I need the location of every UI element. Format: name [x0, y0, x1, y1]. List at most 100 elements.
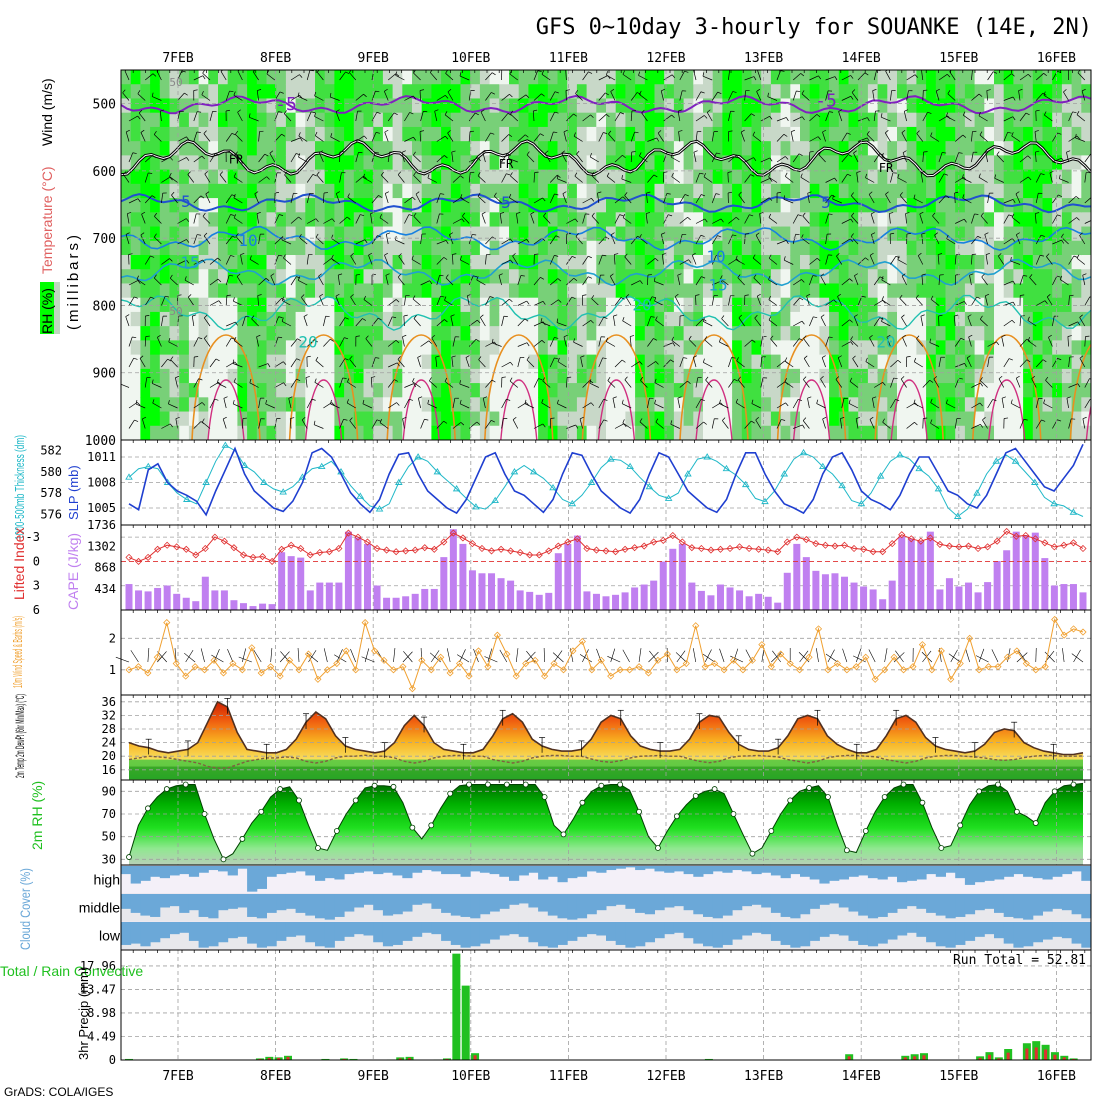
rh-cell — [819, 326, 830, 341]
wind-barb — [219, 174, 227, 183]
rh-cell — [557, 368, 568, 384]
wind-barb — [803, 338, 810, 347]
wind-barb — [776, 117, 787, 122]
rh-cell — [247, 84, 258, 100]
wind-barb-flag — [1057, 358, 1062, 361]
rh-cell — [421, 425, 432, 440]
wind-barb-flag — [398, 253, 402, 257]
wind-barb — [657, 132, 664, 142]
rh-cell — [751, 397, 762, 413]
rh-cell — [751, 155, 762, 171]
rh-cell — [761, 141, 772, 156]
rh-cell — [819, 169, 830, 185]
wind-barb — [754, 317, 762, 327]
wind-barb-flag — [985, 293, 990, 297]
rh-cell — [450, 212, 462, 228]
rh-cell — [848, 84, 859, 100]
rh-cell — [1042, 283, 1053, 299]
wind-barb-flag — [137, 90, 141, 94]
wind-barb-flag — [1059, 174, 1061, 179]
rh-cell — [654, 283, 665, 299]
wind-barb — [476, 279, 486, 286]
wind-barb — [622, 320, 632, 327]
rh-cell — [373, 383, 384, 398]
rh-cell — [557, 70, 568, 85]
wind-barb-flag — [394, 379, 398, 382]
wind-barb — [702, 75, 713, 81]
wind-barb-flag — [284, 171, 288, 176]
rh-cell — [140, 70, 151, 85]
wind-barb — [355, 318, 363, 327]
rh-cell — [858, 84, 869, 100]
rh-cell — [567, 70, 578, 85]
rh-cell — [606, 383, 617, 398]
wind-barb — [561, 153, 567, 163]
rh-cell — [295, 198, 306, 213]
rh-cell — [363, 425, 374, 440]
rh-cell — [897, 368, 908, 384]
wind-barb — [1043, 403, 1053, 409]
wind-barb-flag — [1031, 375, 1036, 379]
wind-barb — [395, 239, 405, 245]
wind-barb-flag — [235, 130, 239, 135]
rh-cell — [712, 283, 723, 299]
wind-barb — [404, 112, 410, 122]
wind-barb — [305, 377, 308, 388]
rh-cell — [256, 183, 268, 199]
rh-cell — [751, 169, 762, 185]
rh-cell — [1023, 226, 1034, 242]
wind-barb-flag — [305, 376, 310, 378]
wind-barb-flag — [639, 418, 643, 423]
rh-cell — [150, 255, 161, 270]
wind-barb — [906, 74, 916, 81]
wind-barb — [897, 259, 907, 265]
rh-cell — [557, 141, 568, 156]
wind-barb-flag — [812, 275, 817, 277]
rh-cell — [363, 98, 374, 114]
rh-cell — [994, 368, 1005, 384]
rh-cell — [829, 297, 840, 313]
rh-cell — [1013, 155, 1024, 171]
wind-barb — [533, 300, 544, 306]
rh-cell — [392, 340, 403, 356]
rh-cell — [770, 155, 782, 171]
wind-barb-flag — [807, 191, 812, 194]
contour-label: 5 — [181, 192, 191, 211]
wind-barb-flag — [800, 73, 805, 77]
wind-barb — [663, 193, 668, 204]
wind-barb — [314, 95, 324, 101]
wind-barb-flag — [444, 135, 449, 140]
rh-cell — [761, 70, 772, 85]
rh-cell — [800, 141, 811, 156]
wind-barb — [935, 90, 940, 101]
rh-cell — [964, 126, 976, 142]
rh-cell — [654, 240, 665, 256]
rh-cell — [528, 226, 539, 242]
wind-barb — [776, 156, 786, 163]
wind-barb — [841, 319, 850, 327]
rh-cell — [266, 198, 277, 213]
rh-cell — [412, 112, 423, 128]
wind-barb — [919, 213, 924, 224]
rh-cell — [848, 126, 859, 142]
wind-barb-flag — [363, 295, 367, 300]
wind-barb-flag — [800, 173, 803, 178]
wind-barb-flag — [818, 75, 822, 80]
rh-cell — [703, 354, 714, 370]
rh-cell — [819, 126, 830, 142]
rh-cell — [1052, 126, 1063, 142]
wind-barb — [501, 298, 510, 306]
wind-barb-flag — [1015, 191, 1020, 195]
wind-barb — [1052, 239, 1062, 245]
rh-cell — [955, 326, 966, 341]
wind-barb — [597, 193, 600, 204]
wind-barb — [654, 300, 664, 306]
rh-cell — [227, 226, 238, 242]
wind-barb — [355, 239, 365, 245]
wind-barb-flag — [784, 378, 787, 382]
rh-cell — [256, 112, 268, 128]
rh-cell — [363, 169, 374, 185]
rh-cell — [1081, 84, 1091, 100]
rh-cell — [1061, 269, 1073, 285]
wind-barb — [607, 380, 616, 388]
